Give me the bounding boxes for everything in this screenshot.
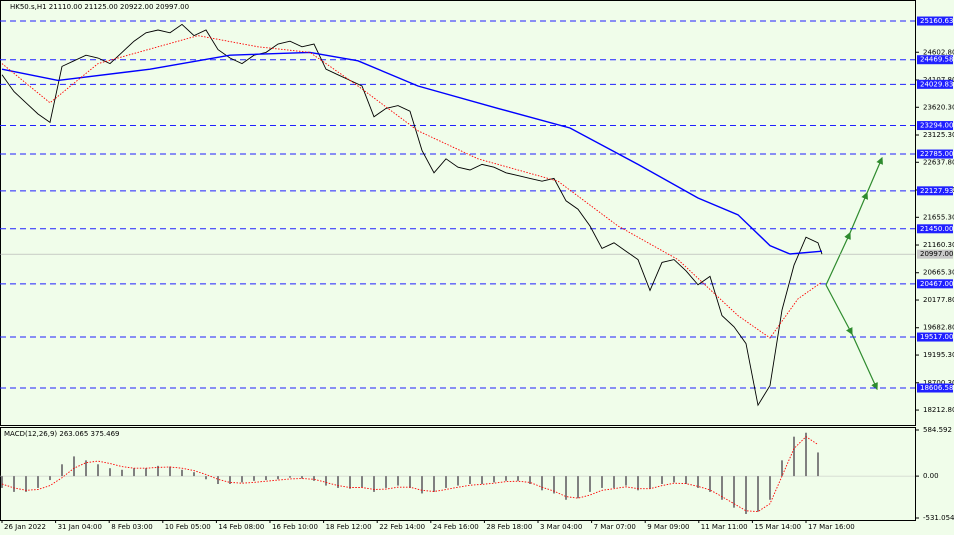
x-tick-label: 14 Feb 08:00 [218,523,264,531]
x-tick-label: 22 Feb 14:00 [379,523,425,531]
arrow [825,231,851,286]
x-tick-label: 16 Feb 10:00 [272,523,318,531]
level-box [917,149,953,159]
level-box [917,121,953,131]
level-label: 22785.00 [920,150,953,158]
y-tick-label: 21655.30 [923,213,954,221]
x-tick-label: 24 Feb 16:00 [433,523,479,531]
x-tick-label: 3 Mar 04:00 [540,523,582,531]
x-tick-label: 10 Feb 05:00 [165,523,211,531]
y-tick-label: 19682.80 [923,324,954,332]
arrow [849,191,868,234]
panel-title: HK50.s,H1 21110.00 21125.00 20922.00 209… [10,3,189,11]
y-tick-label: 23125.30 [923,131,954,139]
arrow [825,284,853,336]
x-tick-label: 26 Jan 2022 [4,523,46,531]
arrow [866,156,883,194]
y-tick-label: 23620.30 [923,103,954,111]
y-tick-label: 20665.30 [923,269,954,277]
series-line [1,51,823,255]
current-price-box [917,249,953,259]
x-tick-label: 8 Feb 03:00 [111,523,152,531]
y-tick-label: 19195.30 [923,351,954,359]
y-tick-label: 18212.80 [923,406,954,414]
level-box [917,224,953,234]
x-tick-label: 17 Mar 16:00 [808,523,855,531]
series-line [1,436,819,513]
level-label: 23294.00 [920,122,953,130]
y-tick-label: 22637.80 [923,158,954,166]
level-label: 19517.00 [920,333,953,341]
level-label: 21450.00 [920,225,953,233]
y-tick-label: -531.054 [923,514,954,522]
x-tick-label: 31 Jan 04:00 [58,523,102,531]
level-box [917,16,953,26]
level-label: 22127.93 [920,187,953,195]
panel-title: MACD(12,26,9) 263.065 375.469 [4,430,120,438]
level-box [917,55,953,65]
x-tick-label: 11 Mar 11:00 [701,523,748,531]
macd-panel [0,427,916,521]
main-panel [0,0,916,426]
y-tick-label: 24602.80 [923,48,954,56]
current-price-label: 20997.00 [920,250,953,258]
x-tick-label: 28 Feb 18:00 [486,523,532,531]
x-tick-label: 7 Mar 07:00 [594,523,636,531]
level-box [917,383,953,393]
y-tick-label: 21160.30 [923,241,954,249]
level-label: 20467.00 [920,280,953,288]
level-box [917,79,953,89]
x-tick-label: 9 Mar 09:00 [647,523,689,531]
series-line [1,23,823,407]
y-tick-label: 0.00 [923,472,939,480]
forecast-arrows [825,156,883,391]
level-box [917,332,953,342]
level-label: 24469.58 [920,56,953,64]
x-tick-label: 18 Feb 12:00 [326,523,372,531]
x-tick-label: 15 Mar 14:00 [754,523,801,531]
level-label: 24029.83 [920,80,953,88]
y-tick-label: 20177.80 [923,296,954,304]
level-box [917,279,953,289]
y-tick-label: 18700.30 [923,379,954,387]
series-line [1,35,823,339]
level-label: 18606.58 [920,384,953,392]
level-label: 25160.63 [920,17,953,25]
level-box [917,186,953,196]
arrow [851,333,878,391]
y-tick-label: 584.592 [923,426,952,434]
